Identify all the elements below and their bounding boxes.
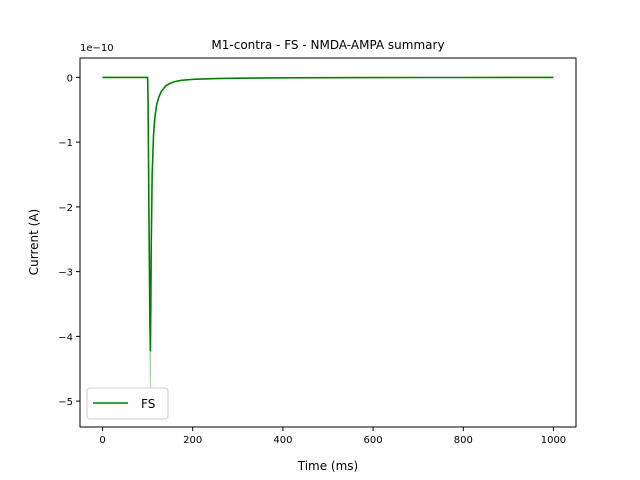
x-tick-label: 200 bbox=[183, 435, 202, 446]
plot-frame bbox=[79, 57, 577, 428]
x-tick-label: 1000 bbox=[541, 435, 566, 446]
x-tick-label: 400 bbox=[273, 435, 292, 446]
y-offset-label: 1e−10 bbox=[80, 43, 114, 54]
legend-label-fs: FS bbox=[141, 397, 155, 411]
y-axis-ticks: 0 −1 −2 −3 −4 −5 bbox=[58, 73, 80, 408]
y-tick-label: 0 bbox=[67, 73, 73, 84]
y-tick-label: −1 bbox=[58, 138, 73, 149]
y-tick-label: −2 bbox=[58, 203, 73, 214]
x-tick-label: 800 bbox=[454, 435, 473, 446]
y-axis-label: Current (A) bbox=[27, 209, 41, 275]
x-tick-label: 600 bbox=[364, 435, 383, 446]
plot-background bbox=[80, 58, 576, 427]
x-axis-ticks: 0 200 400 600 800 1000 bbox=[99, 427, 566, 446]
chart-title: M1-contra - FS - NMDA-AMPA summary bbox=[211, 38, 444, 52]
legend: FS bbox=[86, 387, 169, 420]
series-line-fs bbox=[102, 76, 554, 352]
y-tick-label: −3 bbox=[58, 268, 73, 279]
y-tick-label: −4 bbox=[58, 332, 73, 343]
x-axis-label: Time (ms) bbox=[297, 459, 359, 473]
x-tick-label: 0 bbox=[99, 435, 105, 446]
y-tick-label: −5 bbox=[58, 397, 73, 408]
